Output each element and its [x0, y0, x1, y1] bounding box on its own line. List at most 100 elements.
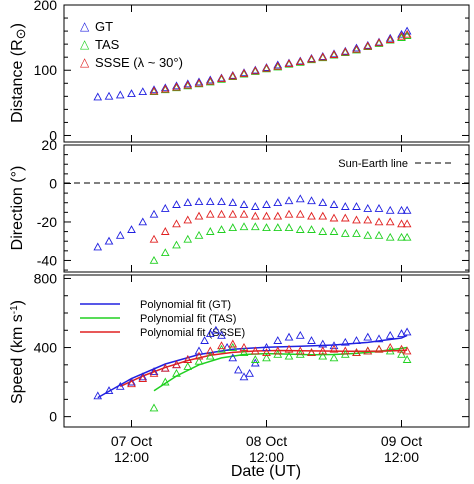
- data-point-triangle: [183, 198, 193, 207]
- data-point-triangle: [228, 198, 238, 207]
- data-point-triangle: [93, 391, 103, 400]
- distance-legend: △ GT △ TAS △ SSSE (λ ~ 30°): [80, 19, 183, 70]
- legend-ssse-marker: △: [80, 55, 90, 69]
- data-point-triangle: [160, 248, 170, 257]
- data-point-triangle: [250, 222, 260, 231]
- data-point-triangle: [385, 342, 395, 351]
- legend-fit-tas-label: Polynomial fit (TAS): [140, 313, 236, 325]
- data-point-triangle: [374, 203, 384, 212]
- data-point-triangle: [239, 200, 249, 208]
- data-point-triangle: [374, 344, 384, 353]
- data-point-triangle: [138, 372, 148, 381]
- data-point-triangle: [250, 355, 260, 363]
- data-point-triangle: [402, 346, 412, 355]
- data-point-triangle: [318, 211, 328, 220]
- data-point-triangle: [149, 234, 159, 243]
- data-point-triangle: [228, 353, 238, 362]
- data-point-triangle: [273, 223, 283, 232]
- data-point-triangle: [172, 200, 181, 208]
- data-point-triangle: [363, 230, 373, 239]
- data-point-triangle: [205, 197, 215, 206]
- data-point-triangle: [183, 80, 193, 89]
- data-point-triangle: [262, 63, 271, 72]
- data-point-triangle: [149, 368, 159, 377]
- data-point-triangle: [374, 334, 384, 343]
- y-tick-label: 100: [34, 62, 58, 78]
- data-point-triangle: [352, 336, 361, 344]
- data-point-triangle: [104, 236, 114, 245]
- data-point-triangle: [402, 355, 412, 363]
- data-point-triangle: [284, 209, 294, 218]
- data-point-triangle: [172, 368, 181, 377]
- data-point-triangle: [250, 66, 260, 75]
- data-point-triangle: [295, 57, 305, 66]
- data-point-triangle: [217, 225, 226, 233]
- data-point-triangle: [273, 211, 283, 220]
- data-point-triangle: [183, 234, 193, 243]
- data-point-triangle: [402, 219, 412, 228]
- speed-y-axis-title: Speed (km s-1): [9, 300, 27, 404]
- data-point-triangle: [250, 346, 260, 355]
- data-point-triangle: [262, 353, 271, 362]
- legend-ssse-label: SSSE (λ ~ 30°): [95, 55, 183, 70]
- data-point-triangle: [295, 194, 305, 203]
- data-point-triangle: [228, 71, 238, 80]
- x-tick-label-time: 12:00: [114, 449, 149, 465]
- data-point-triangle: [217, 74, 226, 83]
- data-point-triangle: [363, 332, 373, 341]
- data-point-triangle: [149, 85, 159, 94]
- data-point-triangle: [194, 77, 204, 86]
- data-point-triangle: [307, 225, 316, 233]
- data-point-triangle: [262, 342, 271, 351]
- y-tick-label: 0: [49, 409, 57, 425]
- data-point-triangle: [374, 217, 384, 226]
- data-point-triangle: [363, 215, 373, 224]
- data-point-triangle: [205, 351, 215, 360]
- data-point-triangle: [307, 348, 316, 357]
- data-point-triangle: [200, 336, 209, 344]
- data-point-triangle: [340, 202, 350, 210]
- data-point-triangle: [93, 92, 103, 101]
- data-point-triangle: [397, 219, 406, 228]
- data-point-triangle: [329, 200, 339, 208]
- data-point-triangle: [385, 217, 395, 226]
- distance-panel-frame: [63, 4, 470, 143]
- data-point-triangle: [273, 336, 283, 344]
- data-point-triangle: [295, 225, 305, 233]
- data-point-triangle: [160, 377, 170, 386]
- data-point-triangle: [363, 203, 373, 212]
- data-point-triangle: [402, 29, 412, 38]
- data-point-triangle: [183, 355, 193, 363]
- data-point-triangle: [250, 202, 260, 210]
- legend-fit-ssse-label: Polynomial fit (SSSE): [140, 327, 245, 339]
- data-point-triangle: [295, 346, 305, 355]
- data-point-triangle: [245, 368, 254, 377]
- data-point-triangle: [273, 346, 283, 355]
- x-tick-label-time: 12:00: [384, 449, 419, 465]
- data-point-triangle: [115, 90, 125, 99]
- data-point-triangle: [402, 26, 412, 35]
- data-marks: [93, 26, 412, 412]
- data-point-triangle: [385, 232, 395, 241]
- data-point-triangle: [172, 240, 181, 249]
- data-point-triangle: [228, 339, 238, 348]
- data-point-triangle: [228, 209, 238, 218]
- data-point-triangle: [262, 348, 271, 357]
- data-point-triangle: [284, 351, 294, 360]
- data-point-triangle: [318, 351, 328, 360]
- data-point-triangle: [172, 219, 181, 228]
- data-point-triangle: [340, 346, 350, 355]
- y-tick-label: -40: [37, 252, 57, 268]
- legend-gt-label: GT: [95, 19, 113, 34]
- data-point-triangle: [385, 33, 395, 42]
- data-point-triangle: [352, 228, 361, 237]
- data-point-triangle: [340, 337, 350, 346]
- data-point-triangle: [307, 196, 316, 205]
- legend-tas-label: TAS: [95, 37, 120, 52]
- data-point-triangle: [318, 227, 328, 235]
- data-point-triangle: [127, 225, 136, 233]
- data-point-triangle: [329, 353, 339, 362]
- x-tick-label-day: 07 Oct: [111, 433, 152, 449]
- fit-line: [97, 334, 408, 399]
- data-point-triangle: [363, 41, 373, 50]
